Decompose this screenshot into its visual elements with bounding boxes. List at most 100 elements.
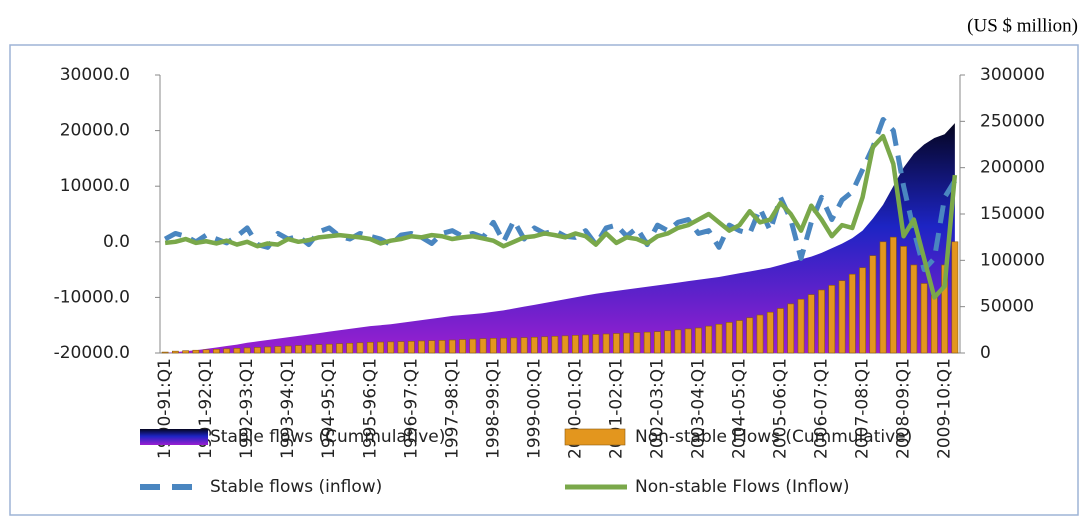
y-tick-label: 20000.0 [60, 121, 130, 141]
y2-tick-label: 150000 [980, 204, 1045, 224]
bar [500, 337, 507, 354]
x-tick-label: 1997-98:Q1 [442, 358, 462, 459]
bar [213, 348, 220, 354]
bar [684, 328, 692, 354]
bar [674, 329, 682, 354]
bar [848, 273, 856, 354]
legend-label: Non-stable Flows (Cummulative) [635, 427, 912, 447]
bar [869, 255, 877, 354]
chart-frame [9, 44, 1079, 516]
bar [295, 345, 302, 354]
bar [561, 335, 569, 354]
y-tick-label: 0.0 [103, 232, 130, 252]
y2-tick-label: 250000 [980, 111, 1045, 131]
bar [264, 346, 272, 354]
bar [715, 323, 723, 354]
y2-tick-label: 200000 [980, 158, 1045, 178]
bar [346, 342, 354, 354]
bar [725, 322, 733, 354]
bar [356, 342, 364, 354]
bar [889, 236, 897, 354]
bar [397, 341, 405, 354]
y-tick-label: -10000.0 [54, 287, 130, 307]
y2-tick-label: 100000 [980, 250, 1045, 270]
bar [705, 325, 713, 354]
legend-label: Stable flows (Cummulative) [210, 427, 445, 447]
bar [315, 344, 323, 354]
bar [510, 337, 518, 354]
y2-tick-label: 50000 [980, 297, 1034, 317]
bar [172, 350, 179, 354]
x-tick-label: 2006-07:Q1 [812, 358, 832, 459]
bar [766, 311, 774, 354]
x-tick-label: 2007-08:Q1 [853, 358, 873, 459]
bar [233, 348, 241, 354]
legend-label: Non-stable Flows (Inflow) [635, 477, 849, 497]
bar [489, 338, 497, 354]
bar [572, 335, 579, 354]
y2-tick-label: 0 [980, 343, 991, 363]
bar [541, 336, 548, 354]
bar [202, 349, 210, 354]
bar [920, 283, 928, 354]
x-tick-label: 2003-04:Q1 [688, 358, 708, 459]
bar [469, 338, 477, 354]
bar [838, 280, 846, 354]
bar [459, 339, 466, 354]
y-tick-label: 10000.0 [60, 176, 130, 196]
bar [254, 347, 261, 354]
bar [284, 345, 292, 354]
bar [479, 338, 487, 354]
legend-swatch [140, 429, 208, 445]
bar [602, 333, 610, 354]
bar [161, 351, 169, 354]
bar [654, 331, 661, 354]
bar [930, 295, 938, 354]
bar [777, 308, 784, 354]
x-tick-label: 2008-09:Q1 [894, 358, 914, 459]
bar [325, 343, 333, 354]
x-tick-label: 1992-93:Q1 [237, 358, 257, 459]
bar [305, 344, 313, 354]
x-tick-label: 2009-10:Q1 [935, 358, 955, 459]
bar [520, 337, 528, 354]
bar [387, 341, 395, 354]
bar [592, 334, 600, 354]
bar [797, 298, 805, 354]
line [163, 116, 958, 273]
bar [448, 339, 456, 354]
bar [551, 336, 559, 354]
legend-label: Stable flows (inflow) [210, 477, 382, 497]
y2-tick-label: 300000 [980, 65, 1045, 85]
bar [274, 346, 282, 354]
bar [530, 336, 538, 354]
bar [664, 330, 672, 354]
bar [828, 285, 836, 354]
bar [910, 264, 918, 354]
area [165, 123, 955, 353]
x-tick-label: 1993-94:Q1 [278, 358, 298, 459]
bar [438, 340, 446, 354]
bar [223, 348, 231, 354]
bar [623, 332, 631, 354]
legend-swatch [564, 428, 626, 446]
bar [633, 332, 641, 354]
x-tick-label: 1994-95:Q1 [319, 358, 339, 459]
bar [418, 340, 425, 354]
bar [366, 342, 374, 354]
x-tick-label: 2004-05:Q1 [729, 358, 749, 459]
x-tick-label: 1998-99:Q1 [483, 358, 503, 459]
bar [695, 327, 702, 354]
bar [951, 241, 959, 354]
bar [879, 241, 887, 354]
bar [243, 347, 251, 354]
x-tick-label: 2002-03:Q1 [647, 358, 667, 459]
bar [859, 267, 866, 354]
unit-note: (US $ million) [967, 15, 1078, 36]
bar [756, 314, 764, 354]
y-tick-label: 30000.0 [60, 65, 130, 85]
bar [582, 334, 590, 354]
bar [336, 343, 343, 354]
bar [807, 294, 815, 354]
